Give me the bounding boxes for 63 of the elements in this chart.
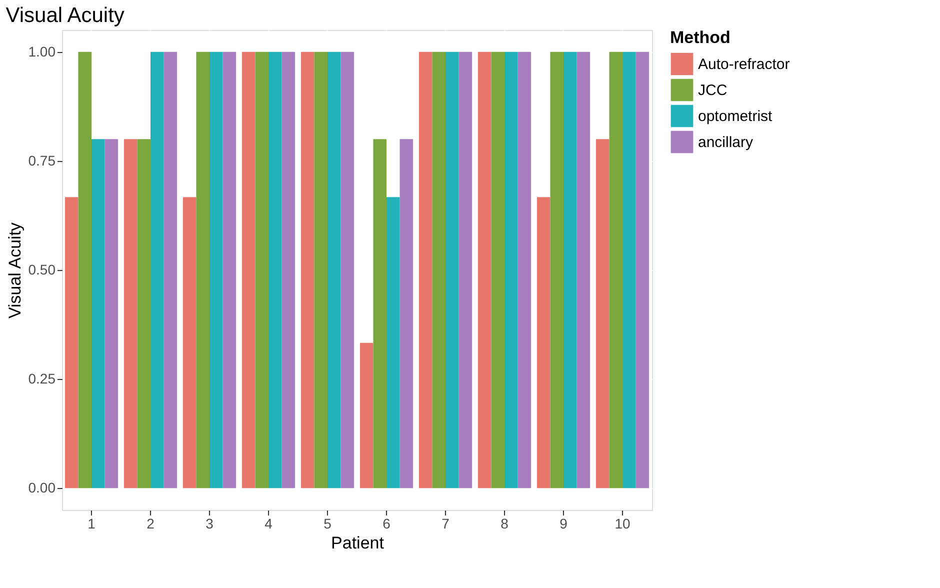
- x-tick-label: 3: [206, 516, 214, 532]
- bar: [504, 52, 518, 488]
- chart-title: Visual Acuity: [6, 4, 125, 27]
- bar: [328, 52, 341, 488]
- x-tick-label: 5: [324, 516, 332, 532]
- bar: [182, 197, 196, 488]
- bar: [210, 52, 223, 488]
- bar: [137, 139, 150, 488]
- bar: [300, 52, 314, 488]
- bar: [360, 342, 374, 488]
- y-tick-label: 0.00: [28, 480, 56, 496]
- bar: [340, 52, 354, 488]
- bar: [164, 52, 178, 488]
- x-tick-label: 9: [560, 516, 568, 532]
- bar: [124, 139, 138, 488]
- y-tick-label: 0.50: [28, 262, 56, 278]
- x-tick-label: 6: [382, 516, 391, 532]
- y-tick-label: 0.25: [28, 370, 56, 387]
- bar: [636, 52, 650, 488]
- bar: [282, 52, 296, 488]
- x-tick-label: 4: [264, 516, 273, 532]
- x-tick-label: 8: [500, 516, 509, 532]
- bar: [255, 52, 268, 488]
- bar: [596, 139, 610, 488]
- bar: [622, 52, 636, 488]
- y-tick-label: 1.00: [28, 43, 56, 60]
- bar: [491, 52, 504, 488]
- x-tick-label: 1: [88, 516, 96, 532]
- bar: [418, 52, 432, 488]
- bar: [196, 52, 210, 488]
- y-tick-label: 0.75: [28, 152, 56, 168]
- x-tick-label: 2: [146, 516, 155, 532]
- bar: [536, 197, 550, 488]
- bar: [564, 52, 577, 488]
- bar: [386, 197, 400, 488]
- bar: [518, 52, 532, 488]
- legend-label: JCC: [698, 82, 728, 99]
- bar: [222, 52, 236, 488]
- y-axis-title: Visual Acuity: [5, 222, 24, 319]
- legend-label: ancillary: [698, 134, 754, 151]
- legend-title: Method: [670, 28, 730, 47]
- bar: [458, 52, 472, 488]
- bar: [314, 52, 328, 488]
- bar: [268, 52, 282, 488]
- legend-label: optometrist: [698, 108, 774, 125]
- bar: [242, 52, 256, 488]
- bar: [432, 52, 446, 488]
- legend-label: Auto-refractor: [698, 56, 790, 73]
- bar: [150, 52, 164, 488]
- x-axis-title: Patient: [331, 534, 384, 552]
- bar: [104, 139, 118, 488]
- bar: [400, 139, 414, 488]
- bar: [446, 52, 459, 488]
- bar: [550, 52, 564, 488]
- bar: [609, 52, 622, 488]
- bar: [78, 52, 92, 488]
- bar: [92, 139, 105, 488]
- bar: [576, 52, 590, 488]
- x-tick-label: 7: [442, 516, 450, 532]
- x-tick-label: 10: [614, 516, 630, 532]
- bar: [478, 52, 492, 488]
- bar: [373, 139, 386, 488]
- bar: [64, 197, 78, 488]
